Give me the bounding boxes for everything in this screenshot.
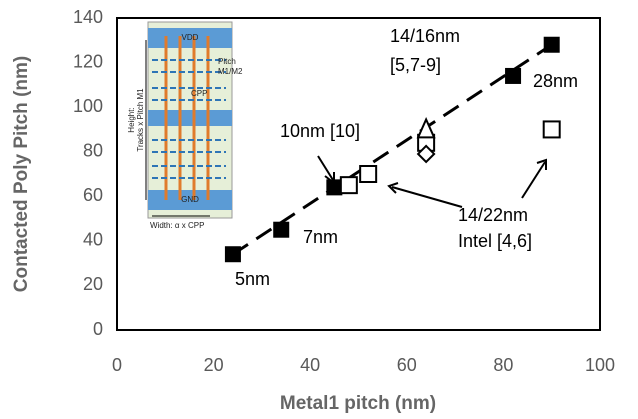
annotation: 10nm [10]	[280, 121, 360, 141]
y-tick-label: 60	[83, 185, 103, 205]
inset-label: Height:	[127, 107, 136, 132]
inset-label: VDD	[182, 33, 199, 42]
inset-label: Width: α x CPP	[150, 221, 204, 230]
marker-square	[544, 37, 560, 53]
y-tick-label: 140	[73, 7, 103, 27]
annotation: [5,7-9]	[390, 55, 441, 75]
inset-label: CPP	[191, 89, 207, 98]
chart: Metal1 pitch (nm) Contacted Poly Pitch (…	[0, 0, 638, 419]
marker-square	[505, 68, 521, 84]
marker-open-square	[544, 121, 560, 137]
x-tick-label: 0	[112, 355, 122, 375]
inset-label: GND	[181, 195, 199, 204]
y-axis-title: Contacted Poly Pitch (nm)	[11, 56, 32, 292]
y-tick-label: 20	[83, 274, 103, 294]
marker-square	[273, 222, 289, 238]
y-tick-label: 80	[83, 140, 103, 160]
inset-label: M1/M2	[218, 67, 243, 76]
x-tick-label: 60	[397, 355, 417, 375]
inset-label: Tracks x Pitch M1	[136, 88, 145, 152]
annotation: 7nm	[303, 227, 338, 247]
marker-open-square	[360, 166, 376, 182]
x-tick-label: 20	[204, 355, 224, 375]
annotation: 28nm	[533, 71, 578, 91]
x-tick-label: 80	[493, 355, 513, 375]
y-tick-label: 120	[73, 51, 103, 71]
annotation: 5nm	[235, 269, 270, 289]
x-tick-label: 40	[300, 355, 320, 375]
inset-rail	[148, 110, 232, 126]
y-tick-label: 100	[73, 96, 103, 116]
marker-open-square	[341, 177, 357, 193]
annotation: 14/22nm	[458, 205, 528, 225]
annotation: 14/16nm	[390, 26, 460, 46]
y-tick-label: 40	[83, 230, 103, 250]
x-axis-title: Metal1 pitch (nm)	[280, 393, 436, 414]
inset-label: Pitch	[218, 57, 236, 66]
x-tick-label: 100	[585, 355, 615, 375]
inset-diagram: VDD GND Pitch M1/M2 CPP Height: Tracks x…	[127, 22, 243, 230]
annotation: Intel [4,6]	[458, 231, 532, 251]
marker-square	[225, 246, 241, 262]
y-tick-label: 0	[93, 319, 103, 339]
